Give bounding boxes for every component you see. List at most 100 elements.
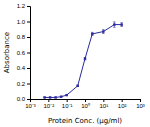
x-tick-label: 10⁻² [43, 103, 54, 109]
error-bar-stem [44, 97, 45, 98]
x-tick-mark [103, 99, 104, 102]
y-tick-mark [27, 99, 30, 100]
marker [102, 30, 104, 32]
chart: 10⁻³ 10⁻² 10⁻¹ 10⁰ 10¹ 10² 10³ 0.0 0.2 0.4 0.6 0.8 1… [0, 0, 150, 127]
line [45, 25, 122, 98]
error-bar-cap [113, 27, 115, 28]
error-bar [60, 96, 62, 97]
y-tick: 1.2 [17, 3, 30, 9]
y-tick-mark [27, 37, 30, 38]
error-bar-stem [55, 97, 56, 98]
y-tick-label: 0.2 [17, 81, 26, 87]
marker [113, 23, 115, 25]
x-tick-mark [122, 99, 123, 102]
error-bar-cap [113, 21, 115, 22]
error-bar [113, 22, 115, 27]
y-tick-mark [27, 6, 30, 7]
y-tick-label: 0.0 [17, 96, 26, 102]
error-bar-cap [102, 29, 104, 30]
series [43, 22, 122, 99]
error-bar-cap [60, 96, 62, 97]
y-tick: 0.8 [17, 34, 30, 40]
x-axis-title: Protein Conc. (μg/ml) [48, 117, 122, 125]
x-tick: 10⁻³ [25, 99, 36, 109]
plot-area: 10⁻³ 10⁻² 10⁻¹ 10⁰ 10¹ 10² 10³ 0.0 0.2 0.4 0.6 0.8 1… [17, 3, 145, 109]
marker [91, 33, 93, 35]
x-tick-label: 10³ [136, 103, 145, 109]
x-tick: 10¹ [99, 99, 108, 109]
error-bar-cap [54, 97, 56, 98]
error-bar-cap [120, 26, 122, 27]
marker [54, 96, 56, 98]
error-bar-stem [77, 85, 78, 86]
error-bar-cap [49, 97, 51, 98]
y-tick-label: 0.4 [17, 65, 26, 71]
x-axis: 10⁻³ 10⁻² 10⁻¹ 10⁰ 10¹ 10² 10³ [25, 99, 145, 109]
y-axis-title: Absorbance [3, 32, 11, 73]
error-bar [43, 97, 45, 98]
error-bar-cap [60, 96, 62, 97]
x-tick-label: 10² [118, 103, 127, 109]
x-tick-mark [140, 99, 141, 102]
error-bar [77, 85, 79, 86]
x-tick: 10⁰ [81, 99, 90, 109]
x-tick-mark [67, 99, 68, 102]
y-tick-mark [27, 84, 30, 85]
y-tick: 0.2 [17, 81, 30, 87]
x-tick: 10³ [136, 99, 145, 109]
y-tick-label: 0.6 [17, 50, 26, 56]
x-tick-label: 10¹ [99, 103, 108, 109]
x-tick-label: 10⁻³ [25, 103, 36, 109]
y-tick: 0.0 [17, 96, 30, 102]
error-bar-cap [43, 97, 45, 98]
y-tick: 0.6 [17, 50, 30, 56]
marker [65, 94, 67, 96]
error-bar-cap [102, 33, 104, 34]
y-tick-mark [27, 53, 30, 54]
error-bar-stem [61, 96, 62, 97]
error-bar-cap [91, 32, 93, 33]
error-bar-cap [43, 97, 45, 98]
error-bar-stem [66, 94, 67, 96]
error-bar-stem [121, 23, 122, 27]
x-tick-label: 10⁻¹ [62, 103, 73, 109]
marker [77, 85, 79, 87]
x-tick-label: 10⁰ [81, 102, 90, 109]
x-tick: 10⁻¹ [62, 99, 73, 109]
marker [120, 23, 122, 25]
y-axis-line [27, 7, 31, 100]
y-tick-label: 1.0 [17, 19, 26, 25]
data-marks [43, 22, 122, 99]
x-tick-mark [85, 99, 86, 102]
x-axis-line [31, 100, 141, 103]
x-tick: 10² [118, 99, 127, 109]
x-tick-mark [48, 99, 49, 102]
marker [60, 95, 62, 97]
error-bar-cap [91, 35, 93, 36]
error-bar-cap [54, 97, 56, 98]
x-tick: 10⁻² [43, 99, 54, 109]
error-bar-stem [85, 58, 86, 60]
error-bar [102, 30, 104, 34]
y-tick-mark [27, 22, 30, 23]
error-bar [54, 97, 56, 98]
error-bar-cap [120, 22, 122, 23]
marker [49, 96, 51, 98]
y-tick-label: 1.2 [17, 3, 26, 9]
error-bar-stem [103, 30, 104, 34]
error-bar-stem [114, 22, 115, 27]
error-bar [65, 94, 67, 96]
y-tick: 1.0 [17, 19, 30, 25]
y-tick-mark [27, 68, 30, 69]
y-axis: 0.0 0.2 0.4 0.6 0.8 1.0 1.2 [17, 3, 31, 102]
y-tick-label: 0.8 [17, 34, 26, 40]
error-bar [91, 32, 93, 35]
y-tick: 0.4 [17, 65, 30, 71]
marker [84, 58, 86, 60]
error-bar [49, 97, 51, 98]
marker [43, 96, 45, 98]
error-bar [84, 58, 86, 60]
error-bar-stem [50, 97, 51, 98]
error-bar-cap [49, 97, 51, 98]
error-bar [120, 23, 122, 27]
